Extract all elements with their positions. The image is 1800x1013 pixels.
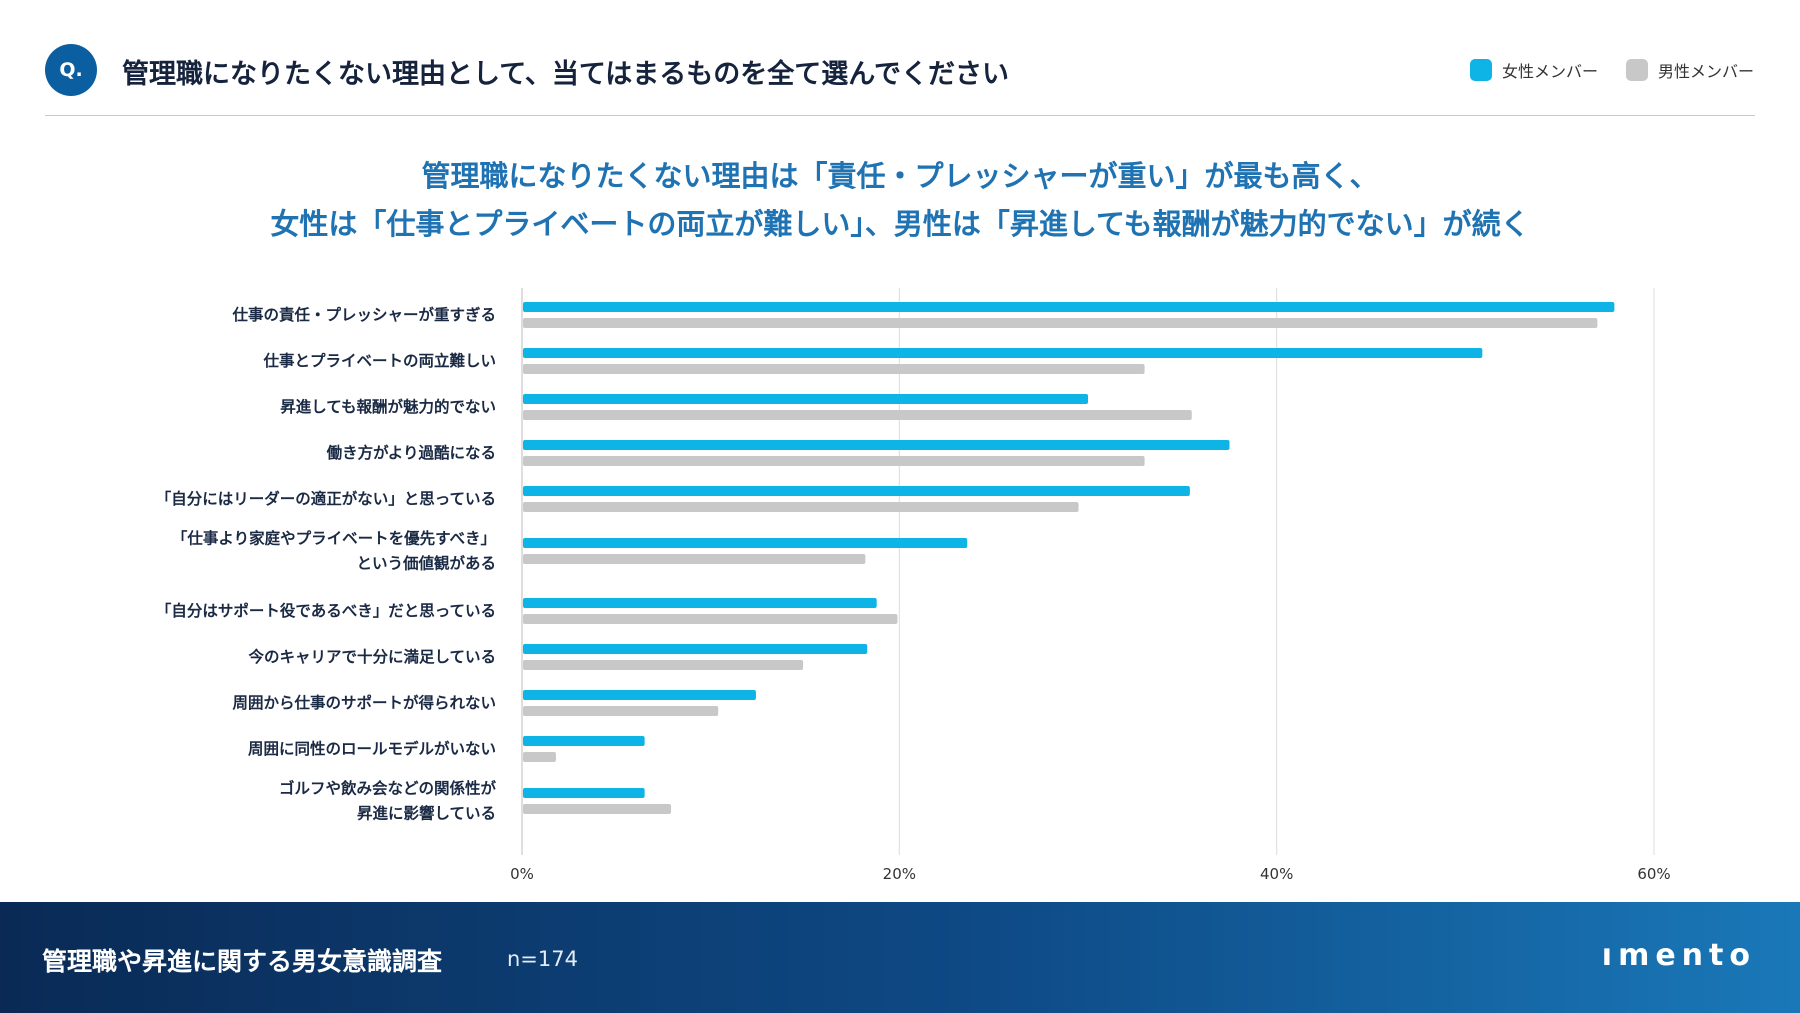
category-label-5-1: という価値観がある [356,554,496,573]
bar-male-7 [523,660,804,670]
bar-female-5 [523,538,968,548]
bar-male-9 [523,752,556,762]
legend-swatch-male [1625,59,1648,81]
legend: 女性メンバー 男性メンバー [1442,58,1754,82]
bar-female-7 [523,644,868,654]
bar-male-4 [523,502,1079,512]
category-label-3: 働き方がより過酷になる [326,443,496,462]
x-tick-label-40: 40% [1260,865,1293,883]
category-label-5-0: 「仕事より家庭やプライベートを優先すべき」 [172,529,496,548]
x-tick-label-60: 60% [1637,865,1670,883]
bar-male-6 [523,614,898,624]
category-label-6: 「自分はサポート役であるべき」だと思っている [156,601,496,620]
category-label-7: 今のキャリアで十分に満足している [248,647,496,666]
headline-line-1: 管理職になりたくない理由は「責任・プレッシャーが重い」が最も高く、 [421,159,1379,193]
sample-size: n=174 [507,947,578,971]
bar-male-5 [523,554,866,564]
bar-male-10 [523,804,672,814]
question-title: 管理職になりたくない理由として、当てはまるものを全て選んでください [122,59,1009,90]
legend-label-male: 男性メンバー [1657,62,1754,81]
question-badge: Q. [45,44,97,96]
category-label-10-1: 昇進に影響している [357,804,496,823]
bar-female-9 [523,736,645,746]
bar-female-3 [523,440,1230,450]
legend-label-female: 女性メンバー [1501,62,1598,81]
category-label-8: 周囲から仕事のサポートが得られない [232,693,496,712]
headline-line-2: 女性は「仕事とプライベートの両立が難しい」、男性は「昇進しても報酬が魅力的でない… [270,207,1530,241]
bar-female-6 [523,598,877,608]
bar-female-10 [523,788,645,798]
category-label-4: 「自分にはリーダーの適正がない」と思っている [156,489,496,508]
survey-title: 管理職や昇進に関する男女意識調査 [42,947,443,976]
legend-item-male: 男性メンバー [1625,58,1754,82]
legend-swatch-female [1469,59,1492,81]
category-label-1: 仕事とプライベートの両立難しい [262,351,496,370]
category-label-10-0: ゴルフや飲み会などの関係性が [279,779,497,798]
bar-male-2 [523,410,1192,420]
x-tick-label-0: 0% [510,865,534,883]
mento-logo: ımento [1601,938,1756,973]
bar-male-8 [523,706,719,716]
bar-female-1 [523,348,1483,358]
footer-banner: 管理職や昇進に関する男女意識調査 n=174 ımento [0,902,1800,1013]
bar-male-0 [523,318,1598,328]
category-label-0: 仕事の責任・プレッシャーが重すぎる [231,305,496,324]
legend-item-female: 女性メンバー [1469,58,1598,82]
header-divider [45,115,1755,116]
bar-male-1 [523,364,1145,374]
category-label-9: 周囲に同性のロールモデルがいない [248,739,496,758]
bar-female-4 [523,486,1190,496]
bar-female-0 [523,302,1615,312]
x-tick-label-20: 20% [883,865,916,883]
category-label-2: 昇進しても報酬が魅力的でない [280,397,496,416]
headline: 管理職になりたくない理由は「責任・プレッシャーが重い」が最も高く、 女性は「仕事… [0,152,1800,248]
bar-female-8 [523,690,756,700]
bar-male-3 [523,456,1145,466]
bar-female-2 [523,394,1088,404]
bar-chart: 0% 20% 40% 60% 仕事の責任・プレッシャーが重すぎる仕事とプライベートの両立… [156,288,1671,883]
